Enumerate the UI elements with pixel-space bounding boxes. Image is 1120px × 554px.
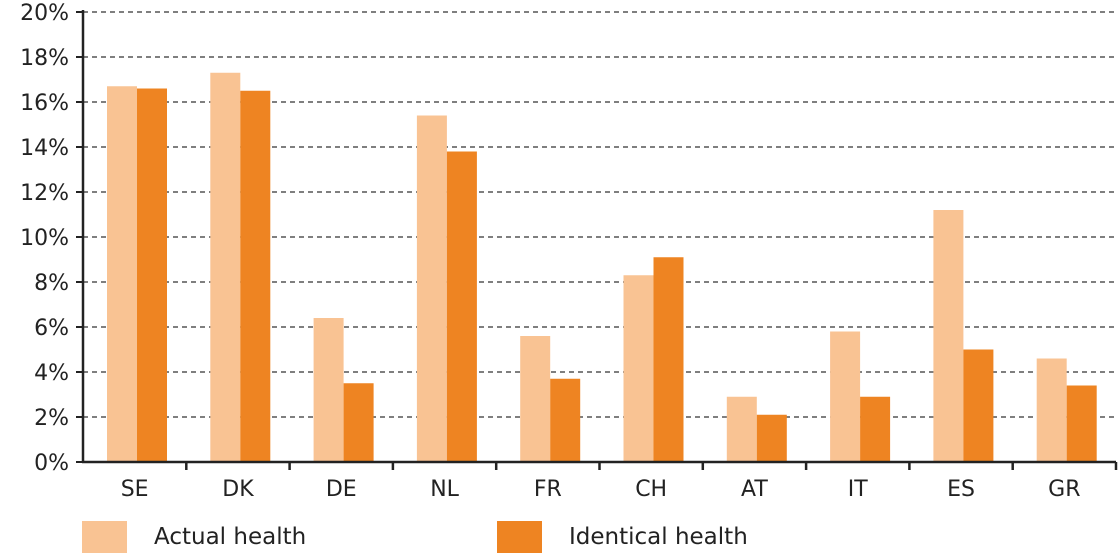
bar-dk-identical-health [240,90,271,462]
bar-at-identical-health [756,414,787,462]
bar-dk-actual-health [210,72,241,462]
x-tick-label: NL [430,477,459,502]
bar-nl-identical-health [446,151,477,462]
bar-gr-identical-health [1066,385,1097,462]
y-tick-label: 6% [34,316,69,341]
legend-label-actual-health: Actual health [154,524,307,550]
y-tick-label: 10% [20,226,69,251]
bar-gr-actual-health [1036,358,1067,462]
x-tick-label: ES [947,477,975,502]
x-tick-label: DK [222,477,254,502]
y-tick-label: 20% [20,1,69,26]
legend-swatch-identical-health [497,521,542,553]
legend-item-identical-health: Identical health [497,521,748,553]
x-tick-label: GR [1048,477,1080,502]
bar-se-actual-health [107,86,137,462]
bar-ch-identical-health [653,257,684,462]
bar-es-identical-health [963,349,994,462]
axes [81,10,1118,470]
x-tick-label: DE [326,477,357,502]
y-tick-label: 18% [20,46,69,71]
x-tick-label: CH [635,477,667,502]
x-axis-labels: SE DK DE NL FR CH AT IT ES GR [121,477,1081,502]
y-tick-label: 12% [20,181,69,206]
y-tick-label: 14% [20,136,69,161]
bar-ch-actual-health [623,275,654,462]
bar-chart: 0% 2% 4% 6% 8% 10% 12% 14% 16% 18% 20% SE DK DE NL FR C… [20,1,1118,502]
y-tick-label: 16% [20,91,69,116]
y-tick-label: 4% [34,361,69,386]
bar-at-actual-health [726,396,757,462]
legend-label-identical-health: Identical health [569,524,748,550]
y-tick-label: 2% [34,406,69,431]
y-axis-ticks: 0% 2% 4% 6% 8% 10% 12% 14% 16% 18% 20% [20,1,83,476]
y-tick-label: 8% [34,271,69,296]
legend-swatch-actual-health [82,521,127,553]
bar-nl-actual-health [416,115,447,462]
x-tick-label: FR [534,477,562,502]
bar-fr-identical-health [550,378,581,462]
y-tick-label: 0% [34,451,69,476]
x-tick-label: AT [741,477,768,502]
bar-de-identical-health [343,383,374,462]
bar-it-identical-health [860,396,891,462]
bar-es-actual-health [933,210,964,462]
bar-it-actual-health [830,331,861,462]
x-tick-label: SE [121,477,149,502]
bars [107,72,1097,462]
legend-item-actual-health: Actual health [82,521,306,553]
bar-fr-actual-health [520,336,551,462]
x-tick-label: IT [848,477,868,502]
bar-de-actual-health [313,318,344,462]
bar-se-identical-health [137,88,167,462]
